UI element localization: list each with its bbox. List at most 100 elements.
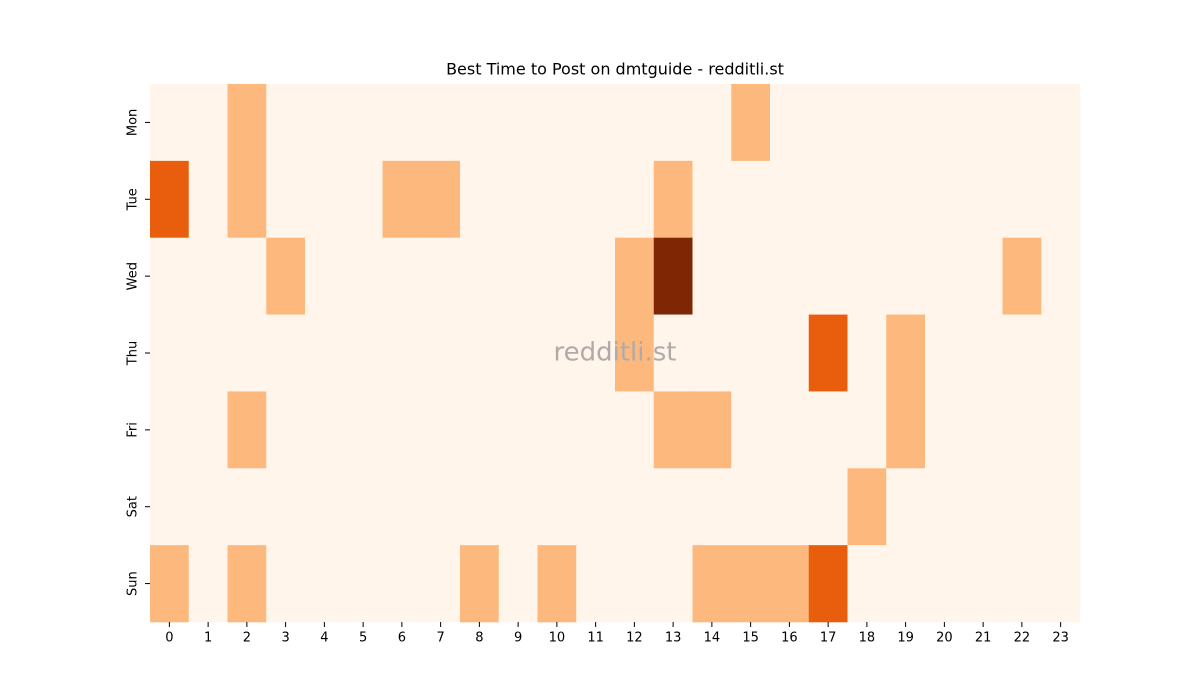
heatmap-cell — [847, 314, 887, 392]
heatmap-cell — [382, 84, 422, 162]
heatmap-cell — [537, 314, 577, 392]
heatmap-cell — [653, 391, 693, 469]
heatmap-cell — [963, 468, 1003, 546]
heatmap-cell — [925, 84, 965, 162]
heatmap-cell — [188, 84, 228, 162]
x-tick-label: 6 — [398, 631, 406, 646]
x-tick-label: 16 — [781, 631, 798, 646]
heatmap-cell — [770, 237, 810, 315]
x-tick-label: 14 — [704, 631, 721, 646]
heatmap-cell — [963, 314, 1003, 392]
heatmap-cell — [770, 468, 810, 546]
heatmap-cell — [808, 545, 848, 623]
heatmap-cell — [498, 391, 538, 469]
heatmap-cell — [886, 84, 926, 162]
heatmap-cell — [692, 314, 732, 392]
x-tick-label: 21 — [975, 631, 992, 646]
heatmap-cell — [305, 391, 345, 469]
heatmap-cell — [266, 545, 306, 623]
heatmap-cell — [150, 545, 190, 623]
x-tick-label: 9 — [514, 631, 522, 646]
heatmap-cell — [886, 391, 926, 469]
heatmap-cell — [1002, 84, 1042, 162]
heatmap-cell — [692, 468, 732, 546]
heatmap-cell — [305, 160, 345, 239]
heatmap-cell — [188, 237, 228, 315]
heatmap-cell — [615, 237, 655, 315]
heatmap-cell — [886, 160, 926, 239]
heatmap-cell — [1041, 84, 1081, 162]
heatmap-cell — [1002, 314, 1042, 392]
heatmap-cell — [576, 391, 616, 469]
heatmap-cell — [150, 237, 190, 315]
heatmap-cell — [460, 545, 500, 623]
heatmap-cell — [615, 545, 655, 623]
heatmap-cell — [343, 391, 383, 469]
heatmap-cell — [537, 468, 577, 546]
heatmap-cell — [1041, 391, 1081, 469]
heatmap-cell — [770, 391, 810, 469]
x-tick-label: 7 — [436, 631, 444, 646]
heatmap-cell — [227, 160, 267, 239]
heatmap-cell — [421, 314, 461, 392]
watermark: redditli.st — [554, 338, 677, 368]
heatmap-cell — [460, 314, 500, 392]
heatmap-cell — [576, 545, 616, 623]
heatmap-cell — [808, 237, 848, 315]
heatmap-cell — [692, 237, 732, 315]
heatmap-cell — [847, 84, 887, 162]
heatmap-cell — [150, 314, 190, 392]
heatmap-cell — [382, 314, 422, 392]
heatmap-cell — [731, 84, 771, 162]
heatmap-cell — [925, 545, 965, 623]
y-tick-label: Sun — [126, 571, 141, 596]
heatmap-cell — [305, 468, 345, 546]
heatmap-cell — [382, 468, 422, 546]
heatmap-cell — [692, 391, 732, 469]
x-tick-label: 0 — [165, 631, 173, 646]
heatmap-cell — [770, 314, 810, 392]
heatmap-cell — [460, 391, 500, 469]
heatmap-cell — [227, 314, 267, 392]
heatmap-cell — [382, 160, 422, 239]
heatmap-cell — [808, 84, 848, 162]
x-tick-label: 20 — [936, 631, 953, 646]
x-tick-label: 18 — [859, 631, 876, 646]
heatmap-cell — [227, 84, 267, 162]
heatmap-cell — [188, 545, 228, 623]
heatmap-cell — [653, 545, 693, 623]
heatmap-cell — [305, 545, 345, 623]
heatmap-cell — [808, 314, 848, 392]
heatmap-cells — [150, 84, 1081, 623]
heatmap-cell — [305, 314, 345, 392]
heatmap-cell — [266, 160, 306, 239]
heatmap-cell — [498, 314, 538, 392]
heatmap-cell — [343, 314, 383, 392]
x-tick-label: 8 — [475, 631, 483, 646]
heatmap-cell — [963, 160, 1003, 239]
x-tick-label: 4 — [320, 631, 328, 646]
heatmap-cell — [808, 468, 848, 546]
heatmap-cell — [653, 160, 693, 239]
heatmap-cell — [615, 160, 655, 239]
y-tick-label: Fri — [126, 422, 141, 438]
heatmap-cell — [382, 545, 422, 623]
x-tick-label: 10 — [549, 631, 566, 646]
heatmap-cell — [925, 314, 965, 392]
heatmap-cell — [808, 160, 848, 239]
heatmap-cell — [731, 237, 771, 315]
heatmap-cell — [1002, 160, 1042, 239]
heatmap-cell — [692, 84, 732, 162]
heatmap-cell — [847, 391, 887, 469]
heatmap-cell — [150, 160, 190, 239]
heatmap-cell — [460, 84, 500, 162]
heatmap-cell — [653, 468, 693, 546]
heatmap-cell — [886, 314, 926, 392]
heatmap-cell — [847, 160, 887, 239]
heatmap-cell — [421, 391, 461, 469]
heatmap-cell — [770, 545, 810, 623]
heatmap-cell — [615, 84, 655, 162]
heatmap-cell — [692, 545, 732, 623]
x-tick-label: 19 — [897, 631, 914, 646]
heatmap-cell — [576, 468, 616, 546]
